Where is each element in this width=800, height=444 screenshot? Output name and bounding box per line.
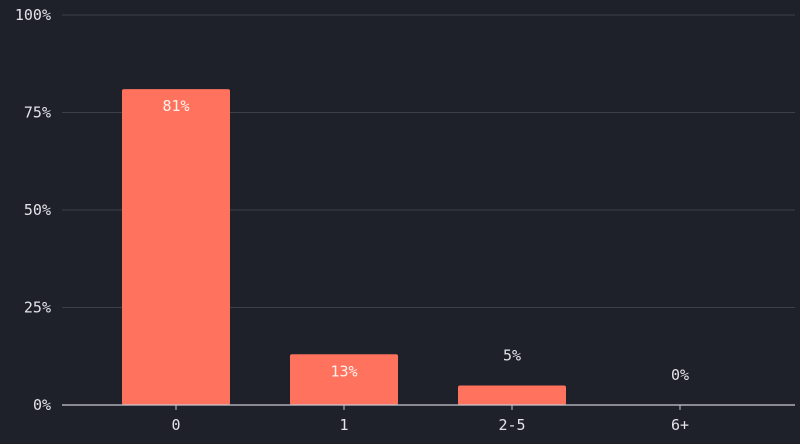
y-tick-label: 0% bbox=[33, 396, 51, 414]
y-tick-label: 100% bbox=[15, 6, 51, 24]
x-tick-label: 0 bbox=[171, 416, 180, 434]
x-tick-label: 6+ bbox=[671, 416, 689, 434]
x-tick-label: 1 bbox=[339, 416, 348, 434]
labels: 0% 25% 50% 75% 100% 0 81% 1 13% 2-5 5% 6+ 0% bbox=[15, 6, 689, 434]
bar-value-label: 13% bbox=[330, 362, 357, 380]
x-tick-label: 2-5 bbox=[498, 416, 525, 434]
axes bbox=[62, 404, 795, 410]
y-tick-label: 75% bbox=[24, 104, 51, 122]
y-tick-label: 25% bbox=[24, 299, 51, 317]
bars bbox=[122, 89, 566, 405]
y-tick-label: 50% bbox=[24, 201, 51, 219]
bar-0 bbox=[122, 89, 230, 405]
bar-value-label: 5% bbox=[503, 347, 521, 365]
bar-2-5 bbox=[458, 385, 566, 405]
bar-value-label: 81% bbox=[162, 97, 189, 115]
bar-value-label: 0% bbox=[671, 366, 689, 384]
bar-1 bbox=[290, 354, 398, 405]
